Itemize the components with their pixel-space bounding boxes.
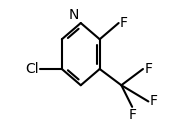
Text: N: N — [69, 8, 79, 22]
Text: Cl: Cl — [25, 62, 39, 76]
Text: F: F — [120, 16, 128, 30]
Text: F: F — [144, 62, 152, 76]
Text: F: F — [150, 94, 158, 108]
Text: F: F — [128, 108, 136, 122]
